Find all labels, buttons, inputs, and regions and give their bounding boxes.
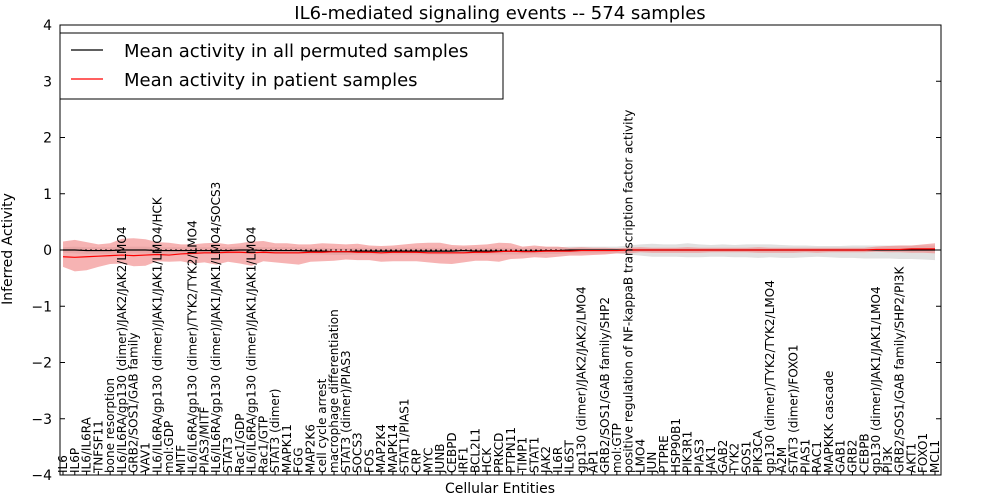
x-tick-label: MCL1 [928, 440, 942, 473]
y-tick-label: 4 [43, 18, 52, 34]
y-tick-label: −3 [31, 412, 52, 428]
x-tick-label: gp130 (dimer)/JAK2/JAK2/LMO4 [574, 286, 588, 473]
y-tick-label: −2 [31, 356, 52, 372]
x-tick-label: gp130 (dimer)/TYK2/TYK2/LMO4 [763, 280, 777, 473]
y-tick-label: 0 [43, 243, 52, 259]
legend: Mean activity in all permuted samples Me… [60, 33, 503, 99]
y-tick-label: −1 [31, 299, 52, 315]
x-tick-label: GRB2/SOS1/GAB family/SHP2/PI3K [893, 265, 907, 473]
chart: IL6-mediated signaling events -- 574 sam… [0, 0, 1000, 500]
x-tick-label: IL6/IL6RA/gp130 (dimer)/JAK1/JAK1/LMO4/S… [209, 182, 223, 473]
y-tick-label: 1 [43, 187, 52, 203]
y-tick-label: −4 [31, 468, 52, 484]
chart-title: IL6-mediated signaling events -- 574 sam… [294, 3, 705, 24]
y-axis-label: Inferred Activity [0, 193, 16, 305]
legend-label-patient: Mean activity in patient samples [124, 70, 418, 91]
y-tick-label: 3 [43, 74, 52, 90]
x-tick-label: positive regulation of NF-kappaB transcr… [622, 110, 636, 473]
legend-label-permuted: Mean activity in all permuted samples [124, 41, 468, 62]
x-axis-label: Cellular Entities [445, 481, 555, 497]
x-tick-label: gp130 (dimer)/JAK1/JAK1/LMO4 [869, 286, 883, 473]
y-tick-label: 2 [43, 131, 52, 147]
